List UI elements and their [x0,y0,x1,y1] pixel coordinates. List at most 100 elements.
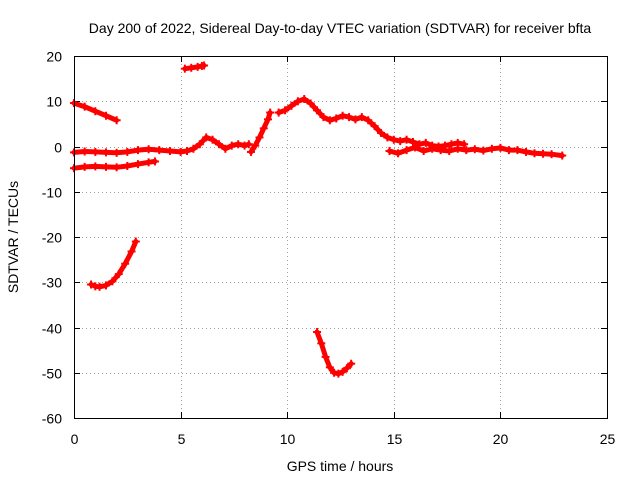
data-point [357,113,366,122]
x-tick-label: 5 [178,431,186,447]
data-point [419,147,428,156]
data-point [121,259,130,268]
data-point [80,147,89,156]
data-point [123,161,132,170]
x-tick-labels: 0 5 10 15 20 25 [71,431,616,447]
y-tick-label: -20 [42,230,62,246]
data-point [80,162,89,171]
x-tick-label: 10 [280,431,296,447]
data-point [227,141,236,150]
x-tick-label: 15 [387,431,403,447]
data-point [370,122,379,131]
y-tick-label: 0 [54,140,62,156]
data-point [182,147,191,156]
x-tick-label: 25 [600,431,616,447]
data-point [321,352,330,361]
data-point [281,106,290,115]
data-point [293,97,302,106]
chart-title: Day 200 of 2022, Sidereal Day-to-day VTE… [89,20,592,36]
data-point [462,146,471,155]
data-point [255,133,264,142]
data-point [246,147,255,156]
data-point [338,111,347,120]
data-point [240,141,249,150]
x-axis-label: GPS time / hours [287,458,394,474]
y-tick-label: -40 [42,321,62,337]
data-point [342,364,351,373]
data-point [547,150,556,159]
data-point [80,102,89,111]
data-point [332,114,341,123]
data-point [91,162,100,171]
data-point [208,135,217,144]
data-point [155,146,164,155]
data-point [287,101,296,110]
data-point [87,280,96,289]
data-point [377,128,386,137]
data-point [351,115,360,124]
plot-frame [74,56,608,419]
data-point [504,146,513,155]
data-point [347,359,356,368]
data-point [101,162,110,171]
data-point [402,135,411,144]
data-point [313,106,322,115]
y-axis-label: SDTVAR / TECUs [5,181,21,293]
data-point [221,144,230,153]
data-point [133,160,142,169]
data-point [114,270,123,279]
data-point [496,143,505,152]
data-point [428,144,437,153]
data-point [266,108,275,117]
y-tick-label: -60 [42,411,62,427]
data-point [408,137,417,146]
data-point [460,140,469,149]
data-point [470,145,479,154]
data-point [112,163,121,172]
data-point [539,149,548,158]
data-point [558,151,567,160]
data-point [385,147,394,156]
data-point [101,148,110,157]
data-point [479,146,488,155]
data-point [445,147,454,156]
data-point [325,363,334,372]
data-point [108,277,117,286]
data-point [165,147,174,156]
data-point [112,148,121,157]
x-tick-label: 0 [71,431,79,447]
data-point [411,143,420,152]
data-point [214,140,223,149]
data-point [421,138,430,147]
data-point [234,140,243,149]
data-point [383,133,392,142]
data-point [325,116,334,125]
data-point [402,146,411,155]
data-point [364,116,373,125]
data-point [306,99,315,108]
data-point [394,149,403,158]
y-tick-label: 10 [46,94,62,110]
data-point [202,133,211,142]
data-point [453,144,462,153]
data-point [389,135,398,144]
data-point [101,281,110,290]
data-point [319,113,328,122]
y-tick-label: -30 [42,275,62,291]
data-point [112,116,121,125]
x-tick-label: 20 [493,431,509,447]
data-point [487,144,496,153]
data-point [101,111,110,120]
data-point [123,147,132,156]
data-point [151,157,160,166]
data-point [189,144,198,153]
data-point [91,107,100,116]
data-point [313,328,322,337]
data-point [91,147,100,156]
data-point [251,141,260,150]
data-point [95,282,104,291]
data-point [259,124,268,133]
data-point [530,149,539,158]
data-point [338,367,347,376]
